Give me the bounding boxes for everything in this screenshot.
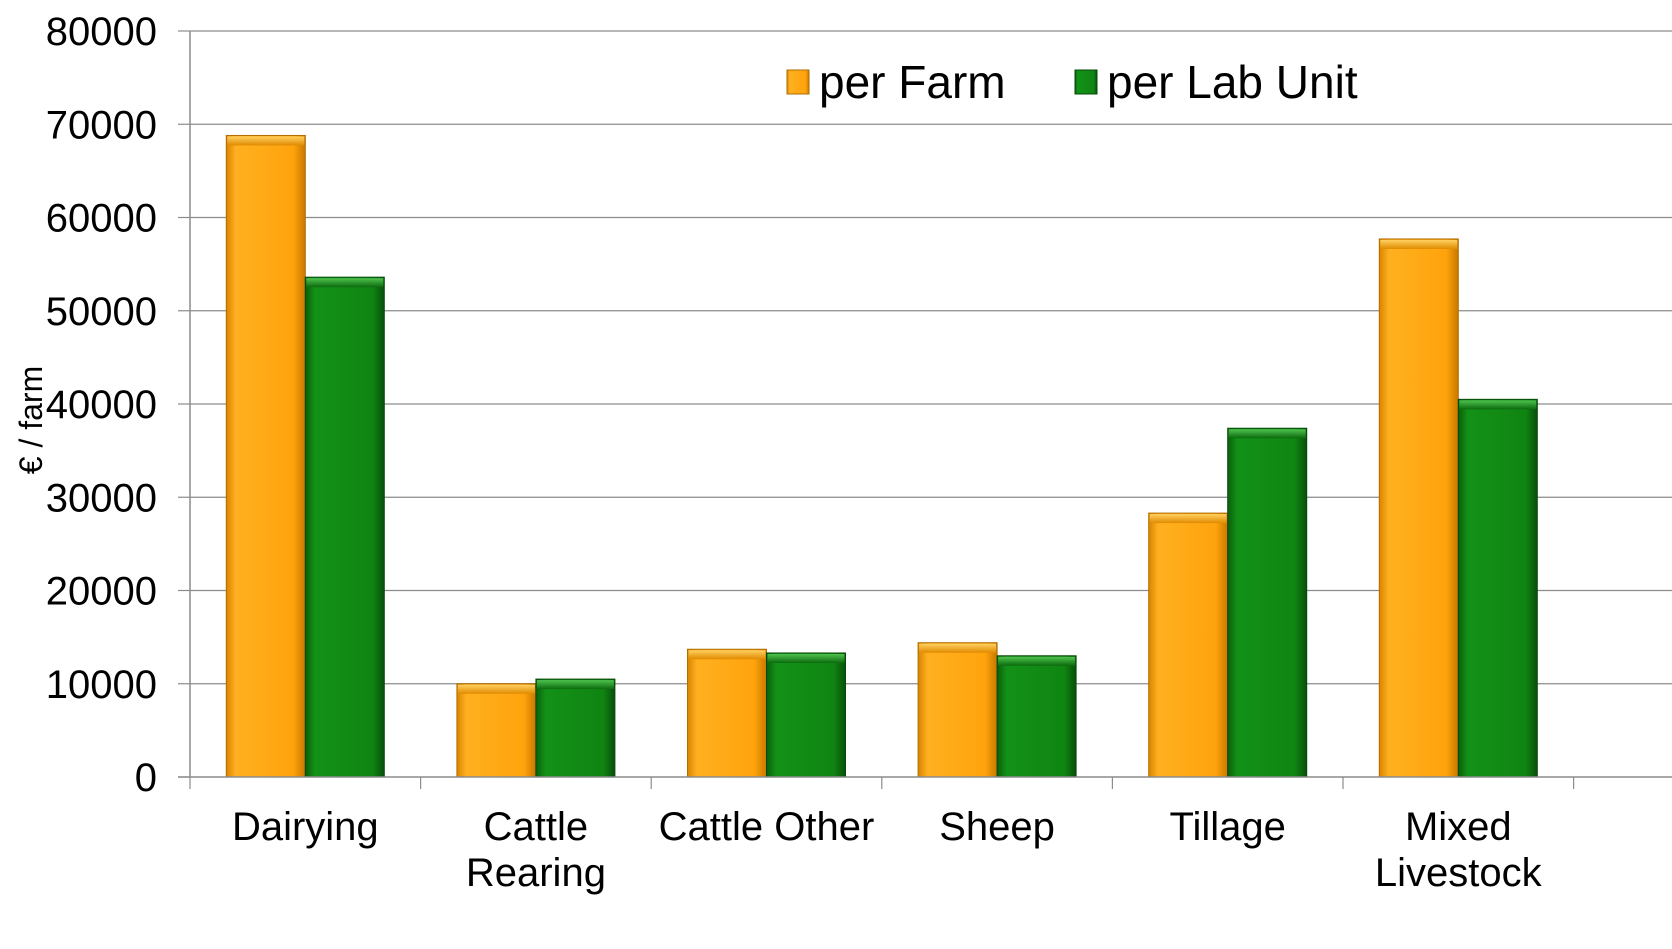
- x-axis-categories: Dairying Cattle Rearing Cattle Other Sheep Ti…: [232, 805, 1543, 895]
- legend-swatch-per-lab-unit: [1074, 69, 1098, 95]
- x-category-label: Mixed Livestock: [1375, 805, 1543, 895]
- bar-per-lab-unit: [1227, 427, 1308, 778]
- bar-per-lab-unit: [304, 276, 385, 778]
- y-tick-label: 50000: [46, 290, 157, 334]
- bar-bevel: [998, 656, 1076, 666]
- bar-per-lab-unit: [535, 678, 616, 778]
- legend-label: per Farm: [819, 56, 1006, 108]
- bar-bevel: [1228, 429, 1306, 439]
- bar-per-lab-unit: [1457, 398, 1538, 778]
- bars: [225, 134, 1538, 778]
- bar-bevel: [919, 643, 997, 653]
- y-tick-label: 30000: [46, 476, 157, 520]
- x-category-label: Cattle Rearing: [466, 805, 606, 895]
- bar-per-farm: [1148, 512, 1229, 778]
- bar-per-farm: [917, 642, 998, 778]
- bar-bevel: [767, 653, 845, 663]
- bar-per-lab-unit: [996, 655, 1077, 778]
- legend-label: per Lab Unit: [1107, 56, 1358, 108]
- y-tick-label: 20000: [46, 570, 157, 614]
- x-category-label: Sheep: [939, 805, 1055, 849]
- bar-per-farm: [687, 648, 767, 778]
- bar-per-farm: [456, 683, 537, 778]
- y-tick-label: 60000: [46, 197, 157, 241]
- bar-per-lab-unit: [766, 652, 846, 778]
- bar-per-farm: [225, 134, 306, 778]
- y-tick-label: 0: [135, 756, 157, 800]
- y-tick-label: 70000: [46, 103, 157, 147]
- bar-bevel: [688, 650, 766, 660]
- x-category-label: Tillage: [1170, 805, 1286, 849]
- axes: [178, 31, 1672, 789]
- bar-bevel: [227, 136, 305, 146]
- bar-bevel: [457, 684, 535, 694]
- y-axis-label: € / farm: [13, 366, 49, 474]
- gridlines: [190, 30, 1672, 685]
- bar-bevel: [1380, 239, 1458, 249]
- bar-bevel: [1459, 400, 1537, 410]
- y-tick-label: 40000: [46, 383, 157, 427]
- legend-swatch-per-farm: [786, 69, 810, 95]
- y-axis-ticks: 0 10000 20000 30000 40000 50000 60000 70000 8000…: [46, 10, 190, 800]
- x-category-label: Cattle Other: [659, 805, 875, 849]
- y-tick-label: 80000: [46, 10, 157, 54]
- y-tick-label: 10000: [46, 663, 157, 707]
- bar-bevel: [306, 278, 384, 288]
- bar-per-farm: [1378, 238, 1459, 778]
- bar-bevel: [536, 680, 614, 690]
- bar-bevel: [1149, 514, 1227, 524]
- x-category-label: Dairying: [232, 805, 379, 849]
- legend: per Farm per Lab Unit: [786, 56, 1358, 108]
